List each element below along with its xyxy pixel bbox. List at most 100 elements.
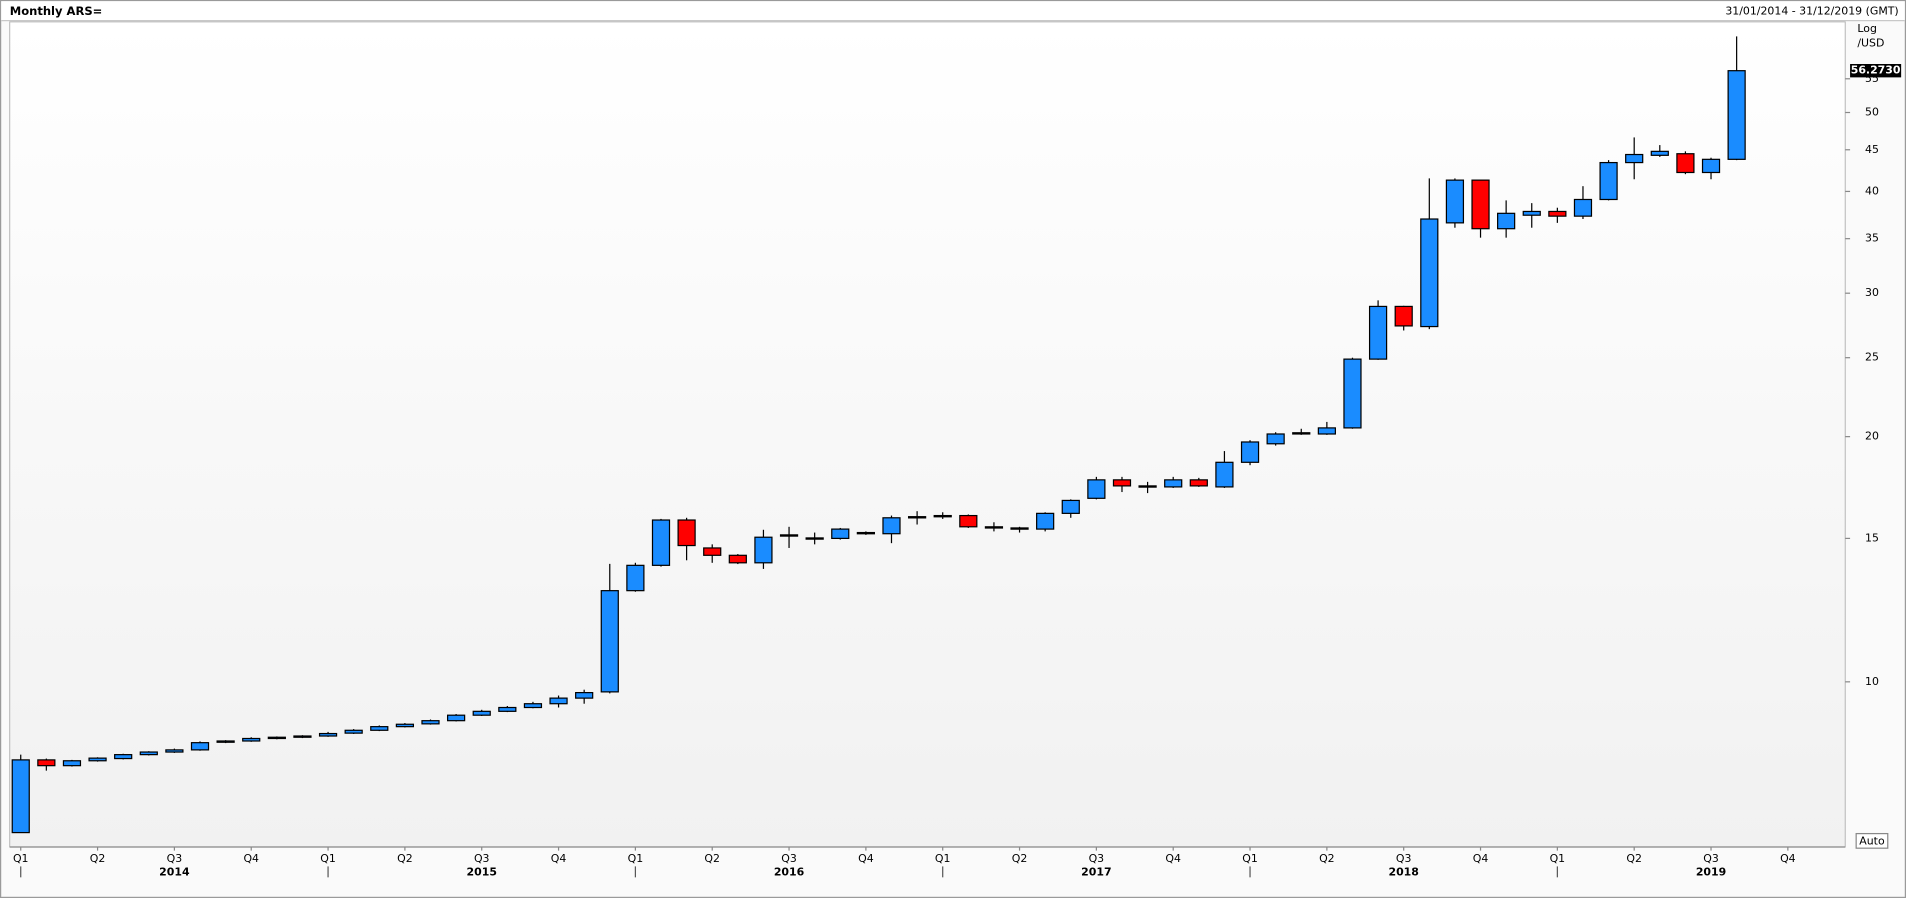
- candle-body: [1420, 218, 1439, 328]
- x-tick-label: Q2: [704, 852, 720, 865]
- candle-body: [498, 706, 517, 712]
- candle-body: [575, 691, 594, 699]
- year-label: 2019: [1696, 865, 1726, 878]
- x-tick-label: Q3: [1089, 852, 1105, 865]
- candle-body: [1394, 305, 1413, 327]
- candle-body: [779, 534, 799, 537]
- x-tick-label: Q4: [1780, 852, 1796, 865]
- candle-body: [1368, 305, 1388, 360]
- y-tick-label: 10: [1865, 675, 1879, 688]
- candle-body: [677, 519, 696, 547]
- unit-label: /USD: [1857, 37, 1884, 50]
- x-tick-label: Q2: [90, 852, 106, 865]
- candle-body: [805, 537, 824, 540]
- candle-body: [88, 757, 107, 762]
- candle-body: [1266, 433, 1285, 445]
- candle-body: [907, 516, 927, 519]
- candle-body: [242, 737, 261, 742]
- last-price-box: [1850, 64, 1902, 78]
- candle-body: [114, 754, 133, 760]
- chart-title: Monthly ARS=: [10, 4, 103, 18]
- candle-body: [1573, 198, 1593, 217]
- candle-body: [1625, 153, 1644, 164]
- x-tick-label: Q1: [1550, 852, 1566, 865]
- candle-body: [1138, 485, 1157, 488]
- candle-body: [1010, 527, 1029, 530]
- x-tick-label: Q4: [551, 852, 567, 865]
- candle-body: [318, 732, 338, 737]
- x-tick-label: Q1: [13, 852, 29, 865]
- candle-body: [293, 735, 312, 738]
- x-tick-label: Q3: [474, 852, 490, 865]
- candle-body: [190, 742, 210, 751]
- x-tick-label: Q2: [397, 852, 413, 865]
- x-tick-label: Q2: [1012, 852, 1028, 865]
- candle-body: [11, 759, 30, 834]
- x-tick-label: Q3: [167, 852, 183, 865]
- candle-body: [1727, 70, 1746, 160]
- candle-body: [165, 749, 184, 753]
- year-label: 2017: [1081, 865, 1111, 878]
- x-tick-label: Q3: [1396, 852, 1412, 865]
- x-tick-label: Q1: [628, 852, 644, 865]
- candle-body: [1292, 432, 1311, 435]
- candle-body: [626, 564, 645, 592]
- candle-body: [1650, 150, 1669, 156]
- candle-body: [1036, 512, 1055, 530]
- candle-body: [754, 536, 773, 564]
- x-tick-label: Q1: [320, 852, 336, 865]
- candle-body: [1164, 479, 1183, 488]
- candle-body: [1471, 179, 1490, 230]
- year-label: 2018: [1388, 865, 1418, 878]
- y-tick-label: 25: [1865, 351, 1879, 364]
- candle-body: [523, 703, 543, 709]
- candle-body: [1701, 158, 1721, 174]
- candle-body: [62, 760, 82, 767]
- auto-button-label[interactable]: Auto: [1859, 834, 1885, 847]
- candle-body: [216, 740, 235, 743]
- candle-body: [959, 514, 978, 528]
- candle-body: [1215, 461, 1234, 488]
- auto-button[interactable]: [1855, 832, 1889, 849]
- candle-body: [267, 736, 286, 740]
- x-tick-label: Q4: [243, 852, 259, 865]
- candle-body: [831, 528, 850, 540]
- candle-body: [446, 714, 466, 722]
- candle-body: [1061, 499, 1080, 514]
- candle-body: [1522, 210, 1541, 216]
- candle-body: [370, 726, 389, 731]
- y-tick-label: 15: [1865, 531, 1879, 544]
- candle-body: [984, 526, 1004, 529]
- date-range: 31/01/2014 - 31/12/2019 (GMT): [1725, 5, 1898, 18]
- x-tick-label: Q1: [1242, 852, 1258, 865]
- candle-body: [421, 720, 440, 725]
- y-tick-label: 20: [1865, 430, 1879, 443]
- candle-body: [882, 517, 901, 535]
- x-tick-label: Q2: [1319, 852, 1335, 865]
- y-tick-label: 45: [1865, 143, 1879, 156]
- scale-label: Log: [1857, 22, 1877, 35]
- candle-body: [1240, 441, 1260, 463]
- candle-body: [600, 590, 619, 693]
- x-tick-label: Q4: [858, 852, 874, 865]
- x-tick-label: Q3: [781, 852, 797, 865]
- candle-body: [1343, 358, 1362, 429]
- y-tick-label: 50: [1865, 106, 1879, 119]
- candle-body: [1548, 210, 1567, 217]
- x-tick-label: Q1: [935, 852, 951, 865]
- candle-body: [1599, 161, 1618, 201]
- candle-body: [1676, 153, 1695, 174]
- candle-body: [344, 729, 363, 734]
- candle-body: [1087, 479, 1106, 499]
- candle-body: [933, 514, 952, 518]
- candle-body: [1189, 479, 1208, 487]
- x-tick-label: Q4: [1165, 852, 1181, 865]
- x-tick-label: Q2: [1626, 852, 1642, 865]
- candle-body: [1445, 179, 1465, 224]
- candle-body: [856, 531, 875, 535]
- year-label: 2016: [774, 865, 805, 878]
- x-tick-label: Q3: [1703, 852, 1719, 865]
- candle-body: [728, 554, 747, 564]
- header-bar: [1, 1, 1905, 21]
